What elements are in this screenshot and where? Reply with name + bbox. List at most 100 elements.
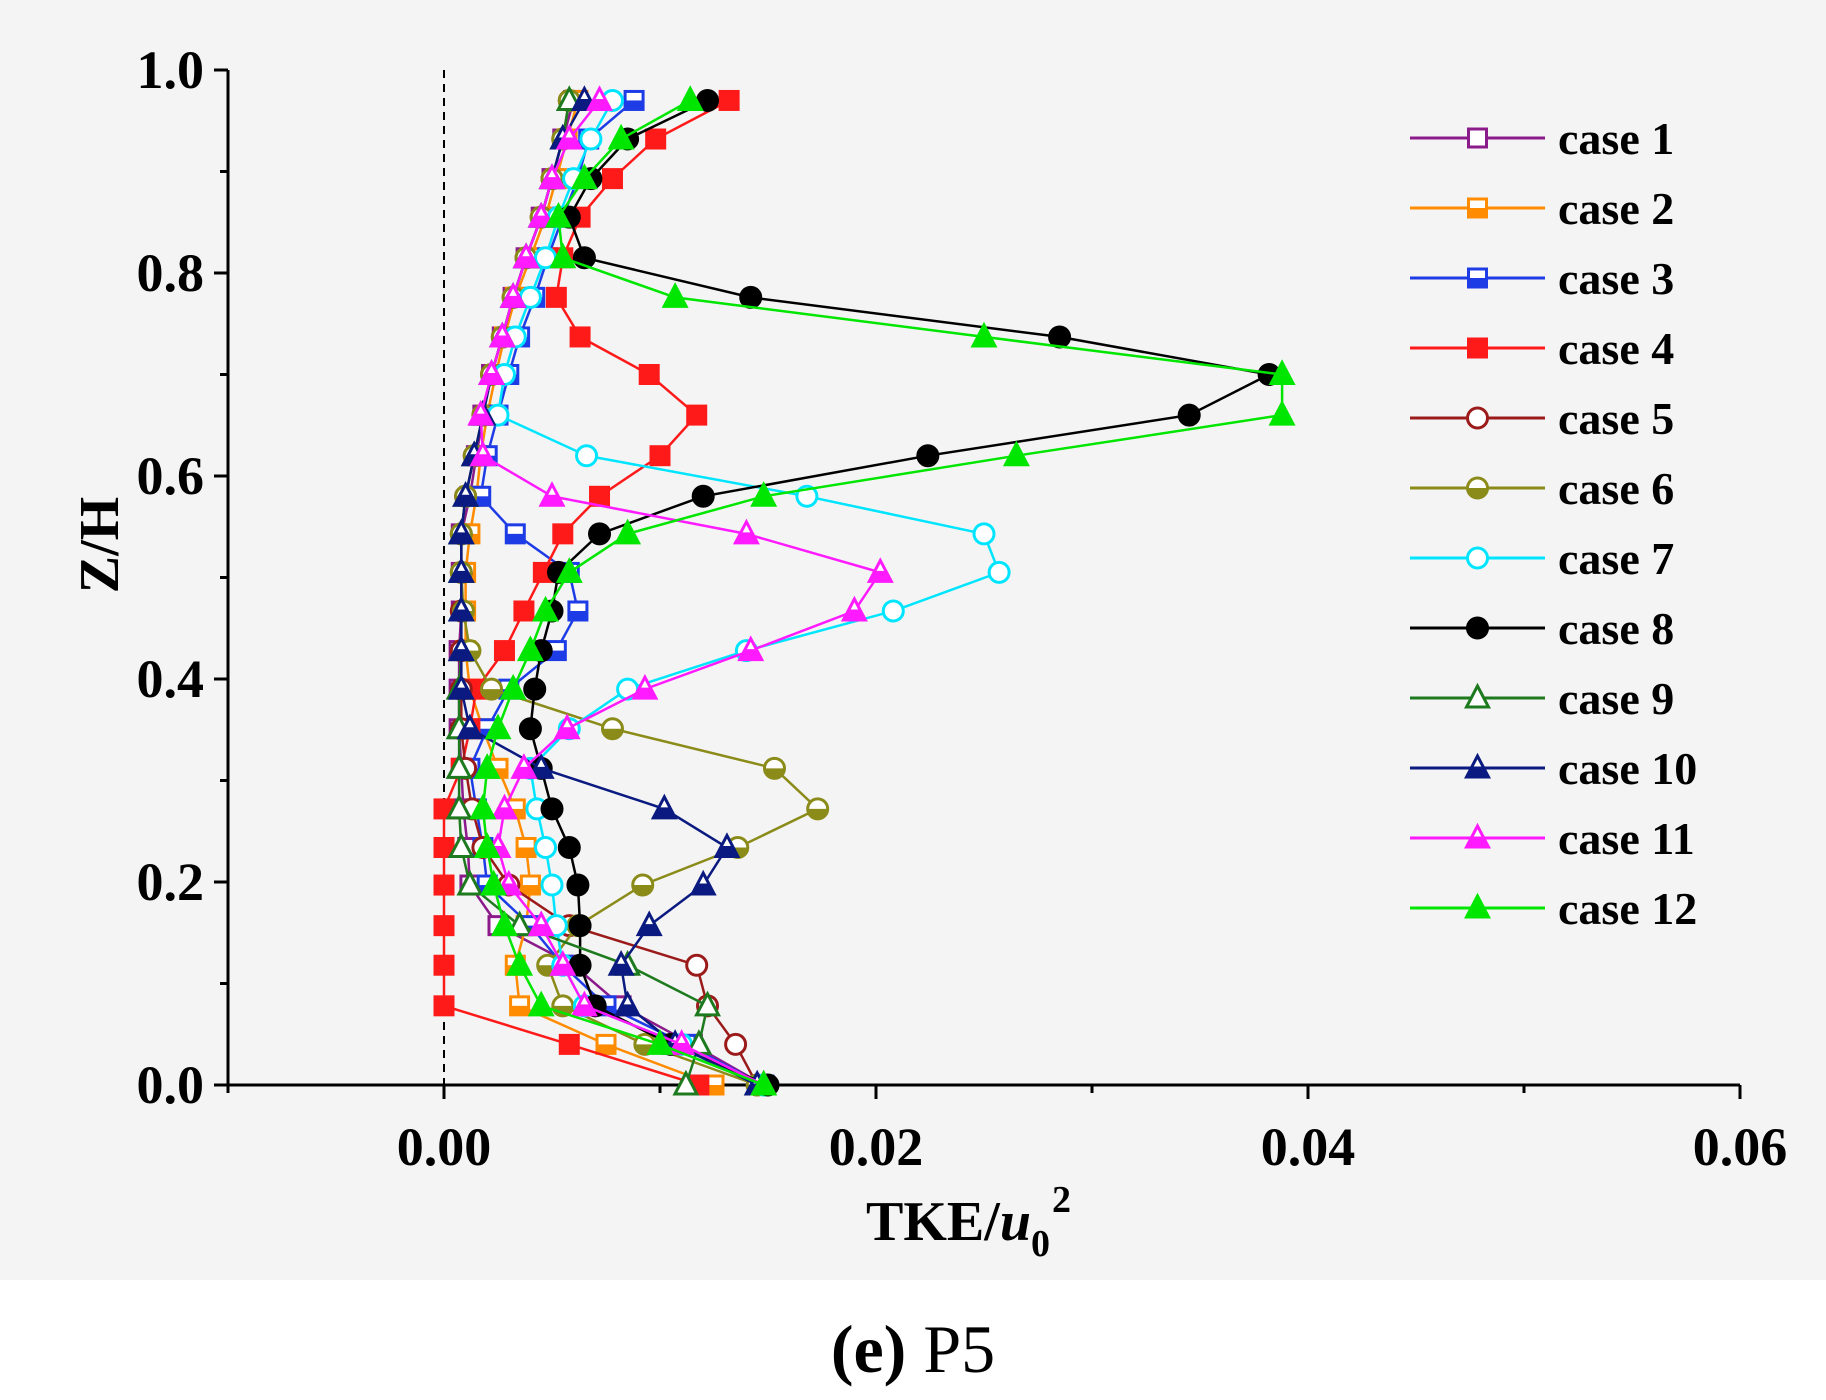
data-point-fill <box>471 454 494 465</box>
data-point-fill <box>602 728 623 739</box>
data-point-fill <box>450 570 473 582</box>
data-point <box>516 635 544 662</box>
data-point <box>570 163 598 190</box>
legend-label: case 8 <box>1558 603 1674 654</box>
data-point-fill <box>450 609 473 620</box>
data-point <box>579 127 603 151</box>
data-point-fill <box>653 807 676 818</box>
data-point-fill <box>556 727 579 738</box>
data-point <box>724 1032 748 1056</box>
legend-label: case 3 <box>1558 253 1674 304</box>
data-point <box>480 869 508 896</box>
x-axis-title-sub: 0 <box>1031 1223 1050 1265</box>
legend-label: case 1 <box>1558 113 1674 164</box>
legend-marker <box>1466 406 1489 430</box>
data-point <box>686 404 708 426</box>
series-case-12 <box>469 85 1296 1096</box>
data-point <box>588 522 612 546</box>
data-point <box>523 677 547 701</box>
data-point-fill <box>764 768 785 779</box>
data-point <box>513 600 535 622</box>
data-point-fill <box>597 1044 615 1054</box>
data-point <box>1268 359 1296 385</box>
data-point-fill <box>610 963 633 975</box>
x-axis-title-sup: 2 <box>1052 1179 1071 1221</box>
data-point-fill <box>530 766 553 778</box>
data-point <box>645 128 667 150</box>
axes: 0.0 0.2 0.4 0.6 0.8 1.0 0.00 0.02 0.04 0.06 <box>137 40 1788 1177</box>
data-point-fill <box>588 98 611 110</box>
data-point-fill <box>715 845 738 857</box>
data-point-fill <box>480 373 503 384</box>
data-point <box>540 873 564 897</box>
data-point-fill <box>869 570 892 582</box>
legend-marker <box>1464 892 1491 919</box>
data-point <box>575 444 599 468</box>
data-point-fill <box>541 177 563 188</box>
data-point-fill <box>739 649 762 660</box>
legend-marker <box>1464 682 1491 709</box>
legend-item: case 1 <box>1410 113 1674 164</box>
data-point <box>473 753 501 779</box>
data-point-fill <box>807 808 828 819</box>
data-point <box>473 832 501 858</box>
data-point-fill <box>521 885 540 895</box>
caption-label: (e) <box>831 1311 906 1387</box>
data-point-fill <box>530 215 553 227</box>
data-point <box>614 518 642 545</box>
legend-label: case 7 <box>1558 533 1674 584</box>
data-point <box>545 201 572 228</box>
x-tick-label: 0.02 <box>829 1117 924 1177</box>
y-tick-label: 1.0 <box>137 40 205 100</box>
data-point-fill <box>541 494 563 506</box>
data-point <box>534 835 558 859</box>
legend-item: case 6 <box>1410 463 1674 514</box>
legend: case 1 case 2 case 3 case 4 case 5 case 6 case… <box>1410 113 1697 934</box>
data-point <box>555 557 583 583</box>
legend-marker-fill <box>1468 208 1487 217</box>
data-point <box>987 560 1011 584</box>
data-point <box>649 445 671 467</box>
data-point-fill <box>638 924 661 935</box>
data-point <box>552 523 574 545</box>
data-point <box>1002 440 1030 467</box>
legend-marker <box>1466 546 1489 570</box>
legend-item: case 12 <box>1410 883 1697 934</box>
data-point <box>491 910 518 937</box>
data-point <box>527 990 555 1017</box>
y-tick-label: 0.2 <box>137 852 205 912</box>
caption-text: P5 <box>906 1311 995 1387</box>
data-point-fill <box>633 687 656 699</box>
data-point <box>694 990 721 1017</box>
data-point <box>558 1033 580 1055</box>
legend-item: case 5 <box>1410 393 1674 444</box>
data-point <box>532 595 559 622</box>
legend-item: case 8 <box>1410 603 1674 654</box>
data-point-fill <box>450 687 473 699</box>
legend-label: case 9 <box>1558 673 1674 724</box>
data-point-fill <box>735 532 758 543</box>
figure-caption: (e) P5 <box>831 1311 995 1387</box>
data-point <box>433 995 455 1017</box>
data-point-fill <box>458 727 481 738</box>
y-axis-title: Z/H <box>69 497 131 593</box>
y-tick-label: 0.6 <box>137 446 205 506</box>
data-point-fill <box>632 885 653 896</box>
data-point-fill <box>506 808 525 818</box>
data-point <box>607 123 635 150</box>
data-point-fill <box>517 847 536 857</box>
data-point <box>638 364 660 385</box>
data-point-fill <box>568 610 587 620</box>
data-point <box>557 835 581 859</box>
data-point-fill <box>515 256 538 267</box>
data-point-fill <box>469 413 492 425</box>
data-point-fill <box>573 1004 596 1015</box>
x-axis-title: TKE/u02 <box>866 1179 1071 1265</box>
data-point <box>970 321 998 348</box>
data-point-fill <box>705 1085 723 1094</box>
data-point <box>1048 325 1072 349</box>
data-point-fill <box>616 1004 639 1015</box>
data-point <box>433 954 455 976</box>
data-point-fill <box>551 963 574 975</box>
